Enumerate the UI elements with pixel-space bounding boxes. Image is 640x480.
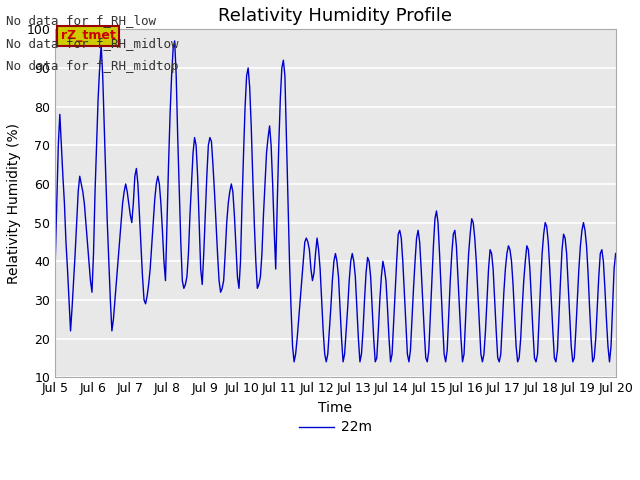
Title: Relativity Humidity Profile: Relativity Humidity Profile [218,7,452,25]
Text: No data for f_RH_midlow: No data for f_RH_midlow [6,37,179,50]
X-axis label: Time: Time [319,401,353,415]
22m [437,286,445,291]
22m [70,278,77,284]
Legend: 22m: 22m [294,415,378,440]
Line: 22m: 22m [55,41,616,362]
Text: No data for f_RH_low: No data for f_RH_low [6,14,156,27]
22m [171,38,179,44]
Y-axis label: Relativity Humidity (%): Relativity Humidity (%) [7,123,21,284]
22m [291,359,298,365]
Text: rZ_tmet: rZ_tmet [61,29,116,42]
22m [471,235,479,241]
22m [79,189,86,194]
Text: No data for f_RH_midtop: No data for f_RH_midtop [6,60,179,73]
22m [326,328,333,334]
22m [612,251,620,256]
22m [598,247,605,252]
22m [51,258,59,264]
